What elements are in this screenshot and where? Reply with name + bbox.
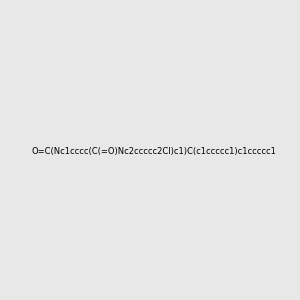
Text: O=C(Nc1cccc(C(=O)Nc2ccccc2Cl)c1)C(c1ccccc1)c1ccccc1: O=C(Nc1cccc(C(=O)Nc2ccccc2Cl)c1)C(c1cccc… [31,147,276,156]
